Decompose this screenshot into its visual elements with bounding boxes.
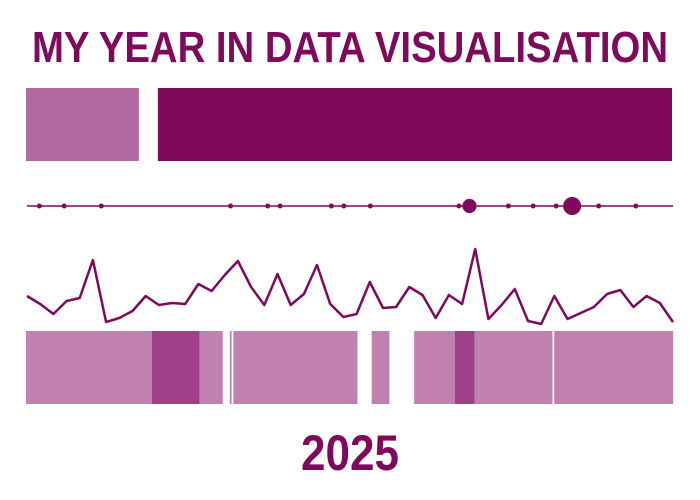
event-dot bbox=[456, 203, 462, 209]
period-band bbox=[474, 331, 553, 404]
event-dot bbox=[563, 196, 582, 216]
event-dot bbox=[36, 203, 42, 209]
year: 2025 bbox=[301, 425, 399, 481]
event-dot bbox=[328, 203, 334, 209]
event-dot bbox=[228, 203, 234, 209]
event-dot bbox=[633, 203, 639, 209]
event-dot bbox=[596, 203, 602, 209]
period-band bbox=[199, 331, 223, 404]
event-dot bbox=[98, 203, 104, 209]
event-dot bbox=[277, 203, 283, 209]
period-band bbox=[151, 331, 200, 404]
proportion-segment bbox=[157, 88, 673, 161]
period-band bbox=[26, 331, 152, 404]
period-band bbox=[554, 331, 673, 404]
event-dot bbox=[265, 203, 271, 209]
event-dot bbox=[341, 203, 347, 209]
event-dot bbox=[367, 203, 373, 209]
proportion-segment bbox=[26, 88, 139, 161]
period-band bbox=[233, 331, 358, 404]
title: MY YEAR IN DATA VISUALISATION bbox=[32, 23, 668, 72]
event-dot bbox=[553, 203, 559, 209]
period-band bbox=[454, 331, 475, 404]
event-dot bbox=[530, 203, 536, 209]
trend-line bbox=[26, 247, 675, 326]
period-band bbox=[229, 331, 232, 404]
event-dot bbox=[505, 203, 511, 209]
period-band bbox=[414, 331, 455, 404]
event-dot bbox=[462, 198, 477, 214]
period-band bbox=[371, 331, 390, 404]
event-dot bbox=[61, 203, 67, 209]
